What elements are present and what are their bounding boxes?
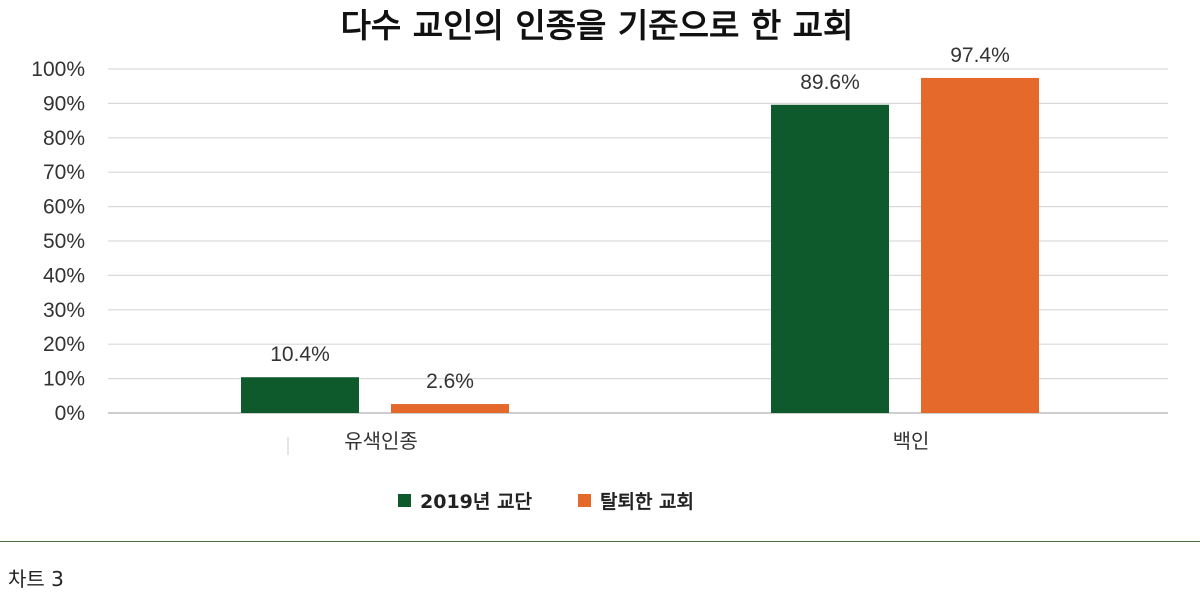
y-tick-label: 10% [43, 368, 85, 391]
y-tick-label: 50% [43, 230, 85, 253]
bar [241, 377, 359, 413]
x-tick-label: 유색인종 [344, 429, 418, 453]
data-label: 10.4% [270, 343, 330, 366]
y-tick-label: 60% [43, 196, 85, 219]
y-tick-label: 80% [43, 127, 85, 150]
y-tick-label: 100% [31, 58, 85, 81]
y-axis: 0% 10% 20% 30% 40% 50% 60% 70% 80% 90% 100% [31, 58, 85, 425]
chart-caption: 차트 3 [8, 567, 64, 591]
legend-swatch [578, 494, 591, 507]
y-tick-label: 30% [43, 299, 85, 322]
legend-label: 탈퇴한 교회 [600, 491, 694, 513]
caption-divider [0, 541, 1200, 542]
data-label: 2.6% [426, 370, 474, 393]
x-axis: 유색인종 백인 [287, 429, 930, 455]
x-tick-label: 백인 [893, 429, 930, 453]
bars: 10.4% 2.6% 89.6% 97.4% [241, 44, 1039, 413]
legend: 2019년 교단 탈퇴한 교회 [398, 491, 694, 513]
y-tick-label: 90% [43, 92, 85, 115]
data-label: 97.4% [950, 44, 1010, 67]
legend-label: 2019년 교단 [420, 491, 532, 513]
bar [771, 104, 889, 413]
bar [921, 77, 1039, 413]
chart-title: 다수 교인의 인종을 기준으로 한 교회 [341, 6, 854, 45]
bar [391, 404, 509, 413]
bar-chart: 다수 교인의 인종을 기준으로 한 교회 0% 10% 20% 30% 40% 50% 60… [31, 6, 1168, 513]
y-tick-label: 70% [43, 161, 85, 184]
data-label: 89.6% [800, 71, 860, 94]
y-tick-label: 40% [43, 264, 85, 287]
y-tick-label: 0% [55, 402, 85, 425]
legend-swatch [398, 494, 411, 507]
y-tick-label: 20% [43, 333, 85, 356]
